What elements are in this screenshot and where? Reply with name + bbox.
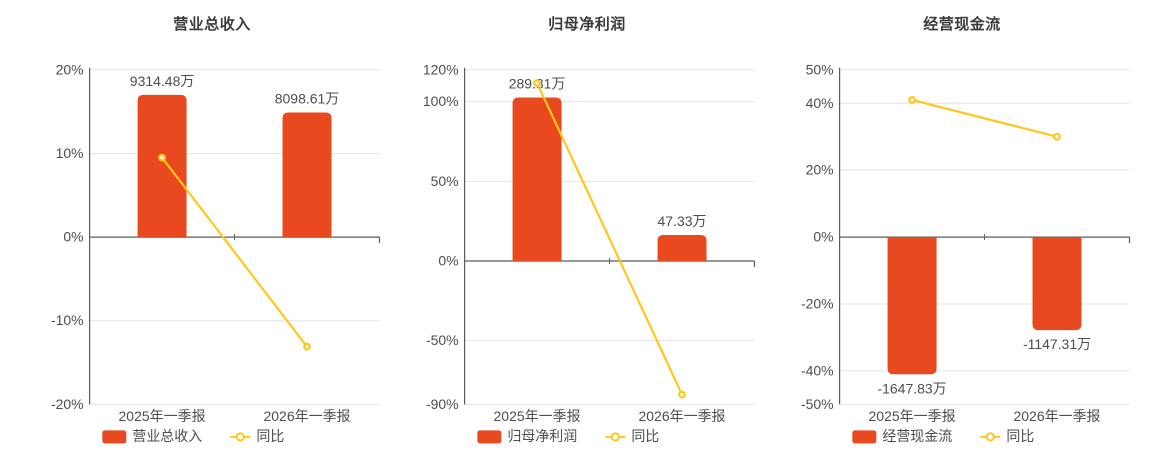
svg-text:0%: 0% (813, 229, 833, 245)
svg-text:-10%: -10% (51, 312, 84, 328)
svg-text:0%: 0% (438, 252, 458, 268)
svg-text:同比: 同比 (256, 428, 284, 444)
svg-text:40%: 40% (806, 95, 834, 111)
svg-text:9314.48万: 9314.48万 (130, 73, 195, 89)
svg-text:-20%: -20% (801, 296, 834, 312)
svg-text:2025年一季报: 2025年一季报 (494, 408, 581, 424)
svg-text:-40%: -40% (801, 362, 834, 378)
svg-text:50%: 50% (431, 173, 459, 189)
svg-text:20%: 20% (56, 61, 84, 77)
svg-text:0%: 0% (63, 229, 83, 245)
svg-text:2026年一季报: 2026年一季报 (1013, 408, 1100, 424)
svg-text:2025年一季报: 2025年一季报 (869, 408, 956, 424)
svg-text:100%: 100% (423, 93, 459, 109)
svg-text:-50%: -50% (426, 332, 459, 348)
svg-text:归母净利润: 归母净利润 (507, 428, 577, 444)
svg-text:经营现金流: 经营现金流 (882, 428, 952, 444)
svg-text:-1647.83万: -1647.83万 (877, 380, 946, 396)
svg-text:2025年一季报: 2025年一季报 (119, 408, 206, 424)
svg-text:8098.61万: 8098.61万 (275, 90, 340, 106)
svg-text:营业总收入: 营业总收入 (132, 428, 202, 444)
svg-text:同比: 同比 (631, 428, 659, 444)
svg-text:2026年一季报: 2026年一季报 (638, 408, 725, 424)
svg-text:50%: 50% (806, 61, 834, 77)
svg-text:-20%: -20% (51, 396, 84, 412)
svg-text:2026年一季报: 2026年一季报 (263, 408, 350, 424)
svg-text:47.33万: 47.33万 (658, 213, 707, 229)
svg-text:-90%: -90% (426, 396, 459, 412)
svg-text:20%: 20% (806, 162, 834, 178)
svg-text:120%: 120% (423, 61, 459, 77)
svg-text:10%: 10% (56, 145, 84, 161)
svg-text:-1147.31万: -1147.31万 (1023, 336, 1091, 352)
svg-text:同比: 同比 (1006, 428, 1034, 444)
svg-text:-50%: -50% (801, 396, 834, 412)
